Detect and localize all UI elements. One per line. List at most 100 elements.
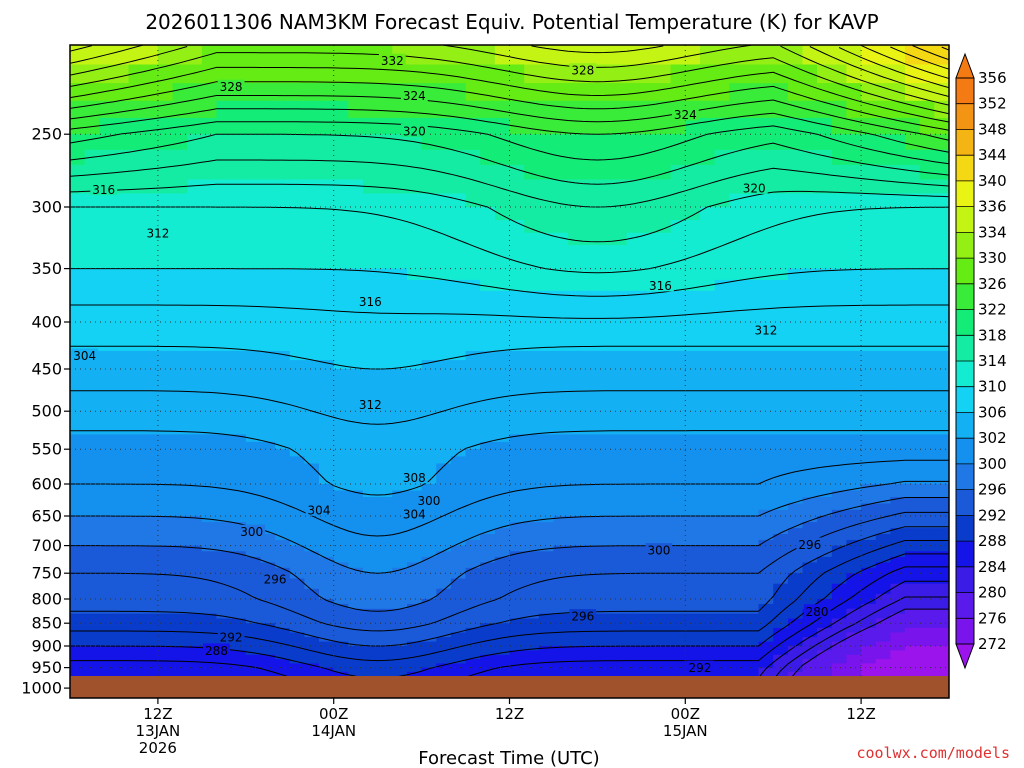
field-cell [538, 411, 555, 420]
field-cell [743, 671, 760, 677]
field-cell [612, 646, 628, 651]
field-cell [70, 463, 86, 471]
field-cell [333, 463, 349, 471]
field-cell [846, 411, 862, 420]
field-cell [70, 567, 86, 574]
field-cell [905, 419, 921, 428]
field-cell [509, 503, 525, 511]
field-cell [773, 331, 789, 342]
field-cell [114, 257, 130, 270]
field-cell [392, 419, 408, 428]
field-cell [421, 618, 437, 624]
field-cell [875, 220, 891, 234]
field-cell [685, 534, 701, 541]
field-cell [363, 659, 379, 664]
field-cell [392, 593, 408, 600]
field-cell [114, 659, 130, 664]
field-cell [714, 583, 730, 590]
field-cell [275, 545, 291, 552]
field-cell [157, 434, 174, 443]
field-cell [289, 567, 305, 574]
field-cell [377, 608, 393, 615]
field-cell [890, 497, 906, 505]
field-cell [304, 449, 320, 457]
field-cell [670, 632, 686, 638]
field-cell [846, 301, 862, 313]
field-cell [245, 279, 262, 292]
field-cell [157, 659, 174, 664]
field-cell [333, 419, 349, 428]
field-cell [216, 419, 232, 428]
field-cell [553, 588, 569, 595]
field-cell [319, 193, 335, 208]
field-cell [128, 556, 144, 563]
field-cell [787, 220, 804, 234]
field-cell [494, 179, 511, 195]
field-cell [919, 573, 935, 580]
field-cell [333, 650, 349, 656]
field-cell [465, 456, 481, 465]
field-cell [831, 516, 847, 523]
field-cell [758, 377, 774, 387]
field-cell [787, 411, 804, 420]
field-cell [656, 419, 672, 428]
field-cell [582, 100, 598, 119]
field-cell [407, 394, 423, 404]
field-cell [289, 268, 305, 281]
field-cell [333, 360, 349, 370]
field-cell [597, 637, 613, 643]
field-cell [787, 403, 804, 412]
field-cell [934, 470, 949, 478]
field-cell [641, 528, 657, 535]
field-cell [861, 220, 877, 234]
field-cell [128, 627, 144, 634]
field-cell [861, 149, 877, 166]
field-cell [494, 551, 511, 558]
field-cell [465, 588, 481, 595]
field-cell [187, 331, 203, 342]
field-cell [187, 268, 203, 281]
field-cell [861, 623, 877, 629]
field-cell [524, 386, 540, 396]
field-cell [187, 360, 203, 370]
field-cell [729, 232, 745, 246]
field-cell [157, 477, 174, 485]
field-cell [201, 484, 218, 492]
field-cell [465, 179, 481, 195]
field-cell [831, 490, 847, 498]
field-cell [128, 456, 144, 465]
field-cell [216, 671, 232, 677]
field-cell [538, 232, 555, 246]
field-cell [172, 608, 188, 615]
field-cell [333, 290, 349, 303]
field-cell [729, 573, 745, 580]
field-cell [875, 567, 891, 574]
field-cell [568, 117, 584, 135]
field-cell [729, 556, 745, 563]
field-cell [157, 509, 174, 517]
field-cell [934, 539, 949, 547]
field-cell [612, 350, 628, 361]
field-cell [465, 100, 481, 119]
field-cell [260, 456, 276, 465]
field-cell [70, 470, 86, 478]
field-cell [831, 650, 847, 656]
field-cell [626, 573, 642, 580]
field-cell [582, 470, 598, 478]
field-cell [289, 377, 305, 387]
field-cell [509, 637, 525, 643]
field-cell [509, 100, 525, 119]
field-cell [890, 567, 906, 574]
field-cell [260, 245, 276, 258]
field-cell [377, 534, 393, 541]
field-cell [70, 534, 86, 541]
field-cell [436, 516, 452, 523]
field-cell [128, 663, 144, 669]
field-cell [421, 551, 437, 558]
field-cell [846, 509, 862, 517]
field-cell [802, 562, 818, 569]
field-cell [172, 534, 188, 541]
field-cell [612, 503, 628, 511]
field-cell [450, 632, 467, 638]
field-cell [905, 220, 921, 234]
